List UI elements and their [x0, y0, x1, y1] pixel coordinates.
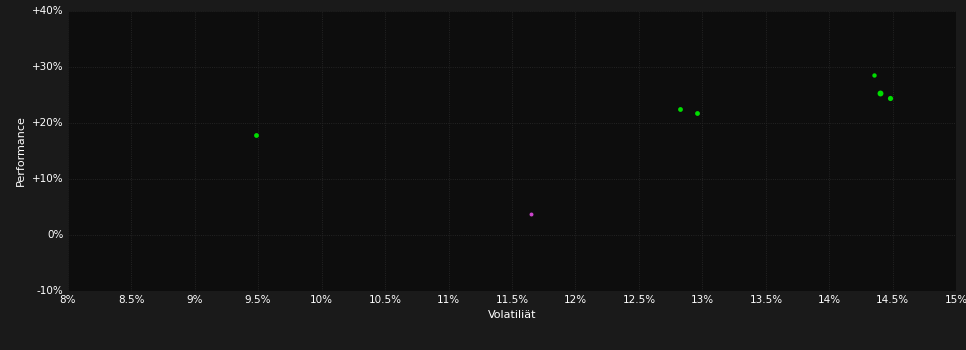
- X-axis label: Volatiliät: Volatiliät: [488, 310, 536, 320]
- Y-axis label: Performance: Performance: [16, 115, 26, 186]
- Point: [867, 72, 882, 78]
- Point: [524, 211, 539, 217]
- Point: [883, 96, 898, 101]
- Point: [248, 132, 264, 138]
- Point: [671, 106, 687, 112]
- Point: [690, 110, 705, 116]
- Point: [872, 90, 888, 96]
